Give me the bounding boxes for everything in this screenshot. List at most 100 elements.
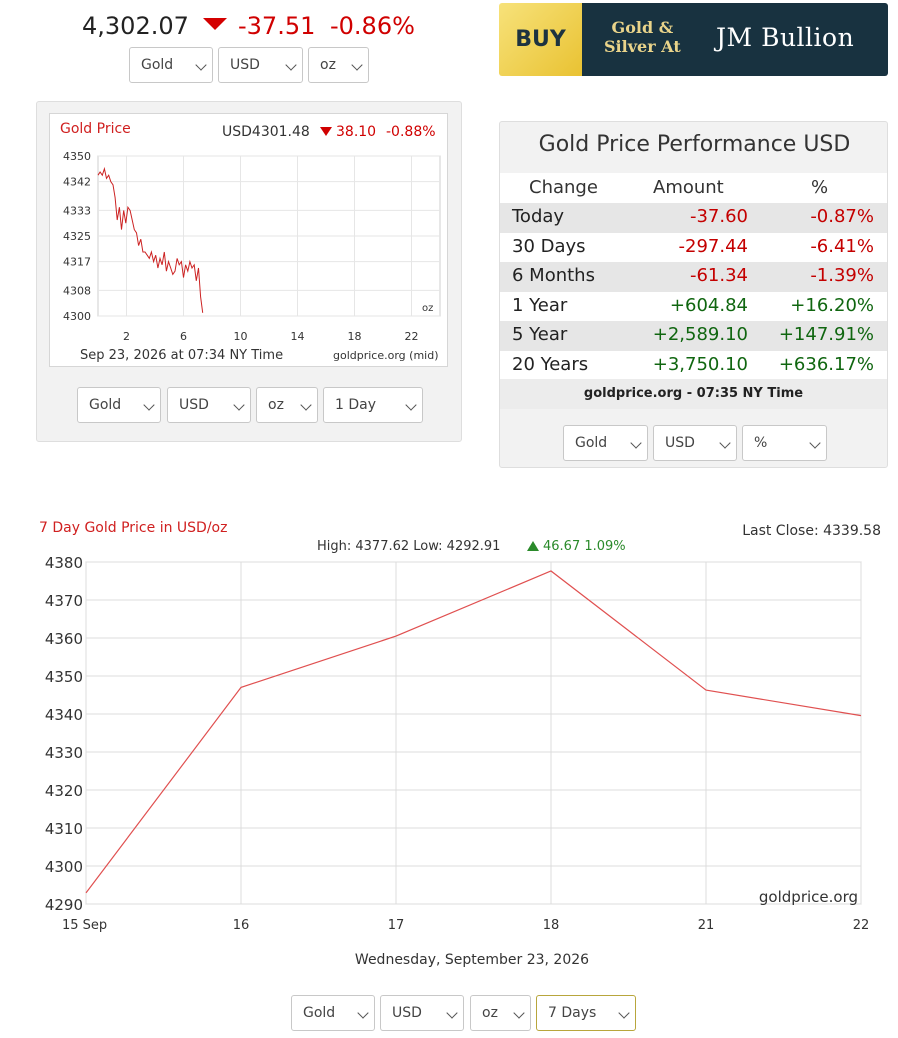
x-tick-label: 22	[405, 330, 419, 343]
y-tick-label: 4330	[45, 744, 83, 762]
chart-currency-select[interactable]: USD	[167, 387, 251, 423]
select-value: Gold	[575, 435, 608, 451]
x-tick-label: 15 Sep	[62, 918, 107, 933]
select-value: oz	[482, 1005, 498, 1021]
row-amount: +3,750.10	[652, 353, 748, 375]
select-value: Gold	[89, 397, 122, 413]
chart-metal-select[interactable]: Gold	[77, 387, 161, 423]
x-axis-ticks: 2 6 10 14 18 22	[123, 330, 419, 343]
select-value: Gold	[303, 1005, 336, 1021]
select-value: USD	[665, 435, 695, 451]
big-metal-select[interactable]: Gold	[291, 995, 375, 1031]
chevron-down-icon	[233, 399, 245, 411]
chevron-down-icon	[513, 1007, 525, 1019]
price-header: 4,302.07 -37.51 -0.86%	[50, 10, 450, 46]
performance-header-row: Change Amount %	[500, 173, 887, 203]
select-value: USD	[392, 1005, 422, 1021]
row-percent: +16.20%	[790, 294, 874, 316]
current-price: 4,302.07	[82, 12, 189, 40]
seven-day-series-line	[85, 570, 862, 894]
row-amount: +604.84	[669, 294, 748, 316]
chevron-down-icon	[357, 1007, 369, 1019]
performance-row: 5 Year +2,589.10 +147.91%	[500, 321, 887, 351]
row-percent: -1.39%	[810, 265, 874, 286]
header-unit-select[interactable]: oz	[308, 47, 369, 83]
row-label: 5 Year	[512, 324, 568, 345]
y-tick-label: 4342	[63, 176, 91, 189]
jm-bullion-ad-banner[interactable]: BUY Gold & Silver At JM Bullion	[499, 3, 888, 76]
performance-row: Today -37.60 -0.87%	[500, 203, 887, 233]
ad-buy-label: BUY	[499, 3, 582, 76]
row-label: Today	[512, 206, 565, 227]
y-tick-label: 4300	[63, 310, 91, 323]
chart-source: goldprice.org (mid)	[333, 349, 439, 362]
header-change: Change	[529, 177, 598, 198]
row-percent: +147.91%	[778, 324, 874, 345]
price-change: -37.51	[238, 12, 316, 40]
y-axis-ticks: 4350 4342 4333 4325 4317 4308 4300	[63, 150, 91, 323]
row-percent: +636.17%	[778, 353, 874, 375]
header-currency-select[interactable]: USD	[218, 47, 303, 83]
chevron-down-icon	[809, 437, 821, 449]
chart-quote: USD4301.48	[222, 124, 310, 140]
y-tick-label: 4310	[45, 820, 83, 838]
ad-tagline: Gold & Silver At	[604, 18, 681, 56]
performance-row: 1 Year +604.84 +16.20%	[500, 291, 887, 322]
chart-grid	[97, 155, 441, 317]
last-close: Last Close: 4339.58	[742, 523, 881, 539]
chart-date: Sep 23, 2026 at 07:34 NY Time	[80, 348, 283, 363]
big-currency-select[interactable]: USD	[380, 995, 464, 1031]
y-tick-label: 4300	[45, 858, 83, 876]
select-value: %	[754, 435, 768, 451]
ad-brand-area: Gold & Silver At JM Bullion	[582, 3, 888, 76]
row-label: 6 Months	[512, 265, 595, 286]
y-tick-label: 4290	[45, 896, 83, 914]
header-metal-select[interactable]: Gold	[129, 47, 213, 83]
triangle-down-icon	[320, 127, 332, 136]
intraday-chart-svg: Gold Price USD4301.48 38.10 -0.88% 43504…	[60, 121, 441, 363]
high-low: High: 4377.62 Low: 4292.91	[317, 539, 500, 554]
perf-currency-select[interactable]: USD	[653, 425, 737, 461]
x-tick-label: 2	[123, 330, 130, 343]
big-unit-select[interactable]: oz	[470, 995, 531, 1031]
x-tick-label: 22	[853, 918, 870, 933]
perf-display-select[interactable]: %	[742, 425, 827, 461]
row-label: 20 Years	[512, 353, 589, 375]
select-value: Gold	[141, 57, 174, 73]
big-range-select[interactable]: 7 Days	[536, 995, 636, 1031]
performance-title: Gold Price Performance USD	[538, 132, 851, 157]
triangle-up-icon	[527, 541, 539, 551]
perf-metal-select[interactable]: Gold	[563, 425, 648, 461]
chevron-down-icon	[195, 59, 207, 71]
row-percent: -0.87%	[810, 206, 874, 227]
big-chart-title: 7 Day Gold Price in USD/oz	[39, 520, 227, 536]
x-tick-label: 14	[291, 330, 305, 343]
y-tick-label: 4350	[63, 150, 91, 163]
select-value: 1 Day	[335, 397, 377, 413]
y-tick-label: 4380	[45, 554, 83, 572]
intraday-chart: Gold Price USD4301.48 38.10 -0.88% 4350 4…	[49, 113, 448, 367]
y-tick-label: 4350	[45, 668, 83, 686]
y-tick-label: 4317	[63, 256, 91, 269]
header-amount: Amount	[653, 177, 724, 198]
chart-unit-select[interactable]: oz	[256, 387, 318, 423]
chevron-down-icon	[405, 399, 417, 411]
plot-border	[85, 561, 862, 905]
chart-range-select[interactable]: 1 Day	[323, 387, 423, 423]
seven-day-chart: 7 Day Gold Price in USD/oz Last Close: 4…	[39, 520, 881, 968]
chevron-down-icon	[630, 437, 642, 449]
select-value: oz	[268, 397, 284, 413]
select-value: oz	[320, 57, 336, 73]
row-amount: -61.34	[689, 265, 748, 286]
x-tick-label: 18	[543, 918, 560, 933]
row-percent: -6.41%	[810, 235, 874, 257]
chevron-down-icon	[143, 399, 155, 411]
triangle-down-icon	[203, 18, 227, 30]
performance-row: 30 Days -297.44 -6.41%	[500, 232, 887, 263]
big-x-axis-ticks: 15 Sep 16 17 18 21 22	[62, 918, 869, 933]
row-amount: +2,589.10	[652, 324, 748, 345]
small-chart-panel: Gold Price USD4301.48 38.10 -0.88% 4350 4…	[36, 101, 462, 442]
performance-panel: Gold Price Performance USD Change Amount…	[499, 121, 888, 468]
big-chart-grid	[85, 561, 862, 905]
y-tick-label: 4308	[63, 284, 91, 297]
